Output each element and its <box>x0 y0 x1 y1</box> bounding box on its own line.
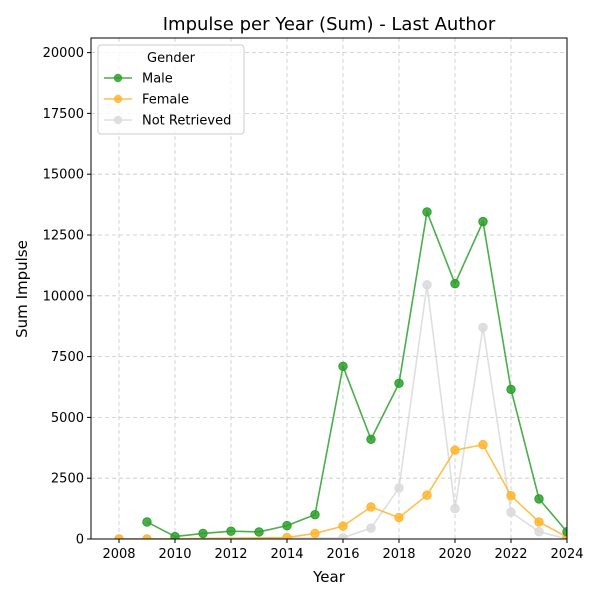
x-tick-label: 2008 <box>102 547 135 562</box>
y-tick-label: 5000 <box>51 411 84 426</box>
data-point-not-retrieved <box>534 527 544 537</box>
x-axis-label: Year <box>312 568 346 586</box>
legend-swatch-marker <box>113 115 123 125</box>
data-point-male <box>422 207 432 217</box>
x-tick-label: 2024 <box>550 547 583 562</box>
x-tick-label: 2022 <box>494 547 527 562</box>
data-point-female <box>338 521 348 531</box>
y-tick-label: 12500 <box>43 228 84 243</box>
legend-label: Female <box>142 93 189 108</box>
data-point-not-retrieved <box>394 483 404 493</box>
data-point-not-retrieved <box>338 533 348 539</box>
y-tick-label: 20000 <box>43 46 84 61</box>
tick-layer: 2008 2010 2012 2014 2016 2018 2020 2022 2024 0 250… <box>43 46 584 562</box>
y-tick-label: 10000 <box>43 289 84 304</box>
legend-label: Not Retrieved <box>142 114 231 129</box>
data-point-male <box>478 216 488 227</box>
data-point-female <box>478 439 488 450</box>
y-tick-label: 7500 <box>51 350 84 365</box>
data-point-male <box>198 528 208 539</box>
data-point-not-retrieved <box>478 322 488 333</box>
y-tick-label: 0 <box>76 533 84 548</box>
data-point-male <box>534 494 544 504</box>
data-point-male <box>366 434 376 444</box>
x-tick-label: 2010 <box>158 547 191 562</box>
x-tick-label: 2012 <box>214 547 247 562</box>
data-point-not-retrieved <box>450 503 460 514</box>
legend-item-not-retrieved: Not Retrieved <box>104 114 231 129</box>
data-point-female <box>366 502 376 512</box>
plot-frame <box>90 37 568 540</box>
data-point-male <box>310 509 320 520</box>
y-tick-label: 15000 <box>43 168 84 183</box>
legend-title: Gender <box>147 51 196 66</box>
data-point-male <box>338 361 348 372</box>
data-point-not-retrieved <box>422 280 432 290</box>
data-point-not-retrieved <box>506 507 516 517</box>
legend-swatch-marker <box>113 73 123 83</box>
series-line-male <box>146 208 567 538</box>
y-axis-label: Sum Impulse <box>13 240 31 338</box>
data-point-female <box>506 491 516 501</box>
data-point-female <box>282 532 292 539</box>
x-tick-label: 2016 <box>326 547 359 562</box>
data-point-female <box>534 517 544 527</box>
data-point-male <box>254 527 264 537</box>
x-tick-label: 2020 <box>438 547 471 562</box>
x-tick-label: 2018 <box>382 547 415 562</box>
data-point-female <box>394 512 404 523</box>
data-point-not-retrieved <box>366 523 376 533</box>
data-point-male <box>170 531 180 539</box>
data-point-female <box>310 528 320 539</box>
data-point-male <box>394 378 404 389</box>
series-layer <box>114 207 567 539</box>
data-point-female <box>422 490 432 500</box>
legend-label: Male <box>142 72 173 87</box>
data-point-male <box>226 526 236 536</box>
chart-title: Impulse per Year (Sum) - Last Author <box>163 14 496 35</box>
y-tick-label: 2500 <box>51 472 84 487</box>
data-point-male <box>506 384 516 395</box>
data-point-female <box>450 445 460 455</box>
data-point-male <box>142 517 152 527</box>
series-male <box>142 207 567 539</box>
legend: Gender Male Female Not Retrieved <box>97 44 245 135</box>
legend-swatch-marker <box>113 94 123 104</box>
legend-item-female: Female <box>104 93 189 108</box>
data-point-male <box>450 278 460 289</box>
data-point-male <box>282 520 292 531</box>
legend-item-male: Male <box>104 72 173 87</box>
x-tick-label: 2014 <box>270 547 303 562</box>
y-tick-label: 17500 <box>43 107 84 122</box>
legend-box <box>97 44 245 135</box>
